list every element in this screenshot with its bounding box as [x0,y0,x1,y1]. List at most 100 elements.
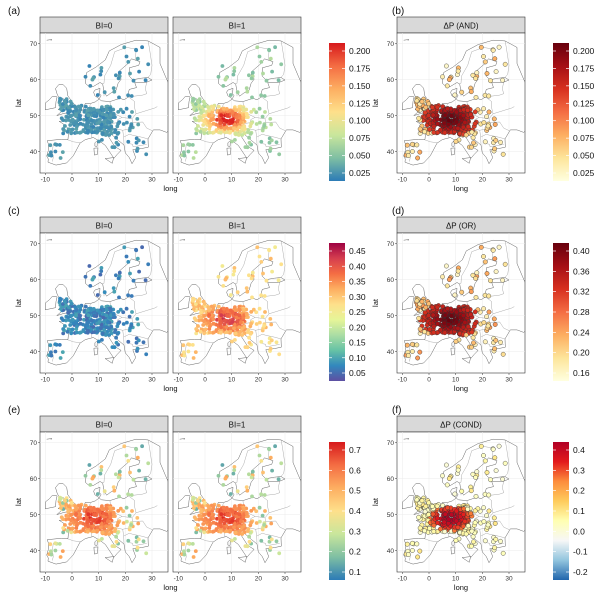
site-point [430,112,436,118]
site-point [64,318,68,323]
site-point [254,322,259,326]
site-point [211,121,216,126]
site-point [191,497,195,502]
site-point [95,126,100,130]
facet-b-0: ΔP (AND) -10 0 10 20 30 40 50 60 70 lat [371,16,526,184]
site-point [91,307,96,311]
colorbar [553,442,569,580]
site-point [95,293,100,297]
site-point [224,506,229,510]
site-point [234,530,238,535]
x-tick-label: -10 [41,177,51,184]
site-point [182,350,186,355]
site-point [182,552,187,557]
site-point [53,349,58,354]
site-point [202,530,207,535]
site-point [90,77,95,82]
site-point [101,331,105,336]
site-point [100,537,104,541]
site-point [470,534,476,540]
site-point [490,247,496,253]
site-point [95,93,100,97]
site-point [140,45,145,50]
site-point [82,317,86,322]
site-point [493,468,499,473]
site-point [141,340,146,345]
site-point [470,72,476,78]
site-point [267,447,272,452]
x-tick-label: 10 [228,177,236,184]
site-point [90,476,95,481]
site-point [112,488,117,493]
site-point [230,120,235,124]
site-point [230,110,235,114]
site-point [65,129,70,134]
site-point [452,92,458,98]
site-point [218,121,223,125]
site-point [219,512,224,517]
x-tick-label: 10 [95,576,103,583]
site-point [244,112,249,117]
site-point [240,133,245,137]
site-point [197,103,201,108]
site-point [191,356,196,360]
site-point [201,522,206,526]
y-tick-label: 70 [387,241,395,248]
panel-label: (f) [392,405,401,416]
site-point [459,289,465,295]
site-point [478,244,484,250]
site-point [273,45,277,50]
panel-label: (b) [392,6,404,17]
site-point [228,525,233,529]
site-point [66,105,71,110]
site-point [442,312,448,318]
site-point [69,313,74,318]
site-point [460,523,466,529]
site-point [107,532,112,536]
site-point [66,504,71,509]
site-point [193,549,198,553]
site-point [194,331,199,336]
site-point [137,468,142,473]
site-point [111,511,116,516]
site-point [249,520,254,525]
site-point [91,107,96,111]
site-point [417,525,423,531]
colorbar-tick-label: 0.100 [573,116,595,126]
site-point [101,308,106,313]
site-point [211,504,216,508]
site-point [230,538,234,543]
y-tick-label: 70 [387,41,395,48]
site-point [202,113,207,118]
site-point [234,514,239,519]
site-point [104,107,109,112]
site-point [422,329,427,335]
site-point [414,298,420,304]
site-point [74,113,78,117]
site-point [481,54,486,59]
site-point [233,537,237,541]
europe-map [173,33,301,173]
site-point [112,89,117,94]
facet-strip-label: BI=0 [96,22,113,31]
colorbar-tick-label: 0.35 [349,277,366,287]
site-point [78,305,83,309]
colorbar-tick-label: 0.30 [349,292,366,302]
site-point [254,509,259,514]
site-point [249,310,254,314]
x-tick-label: 0 [427,576,431,583]
site-point [61,331,66,336]
site-point [234,308,239,313]
site-point [234,331,238,336]
site-point [230,139,234,144]
site-point [228,93,233,97]
site-point [225,113,230,118]
site-point [211,321,216,326]
site-point [254,122,259,126]
site-point [194,530,199,535]
site-point [49,353,54,358]
site-point [460,324,466,330]
site-point [462,519,468,524]
site-point [465,523,471,529]
site-point [104,125,109,130]
